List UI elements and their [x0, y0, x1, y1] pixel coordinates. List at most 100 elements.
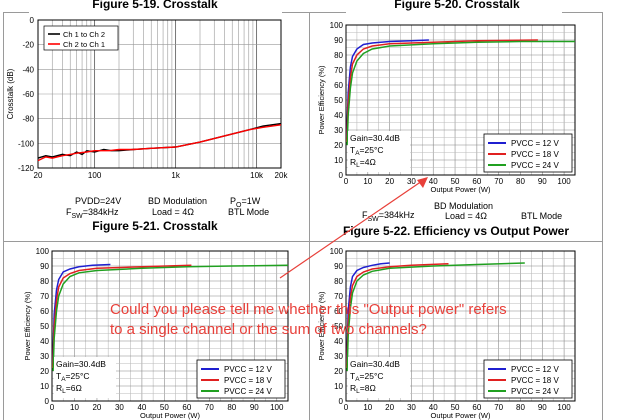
- x-tick-label: 40: [429, 403, 438, 412]
- annotation-line-2: to a single channel or the sum of two ch…: [110, 321, 427, 338]
- conditions-background: [348, 357, 410, 398]
- caption-fsw-symbol: F: [66, 207, 72, 217]
- x-tick-label: 10: [363, 177, 372, 186]
- y-tick-label: 40: [40, 337, 49, 346]
- efficiency-chart-6ohm: 0 10 20 30 40 50 60 70 80 90 100 0 10 20 30 40 50 60 70 80 9…: [23, 247, 289, 420]
- legend-label-3: PVCC = 24 V: [511, 387, 559, 396]
- rl-sub: L: [356, 162, 360, 169]
- x-tick-label: 10: [70, 403, 79, 412]
- x-tick-label: 10: [363, 403, 372, 412]
- caption-fsw: FSW=384kHz: [66, 207, 119, 220]
- legend-label-1: PVCC = 12 V: [511, 365, 559, 374]
- rl-label: RL=8Ω: [350, 383, 376, 395]
- ta-symbol: T: [350, 145, 355, 155]
- ta-sub: A: [61, 376, 66, 383]
- y-tick-label: -40: [22, 65, 34, 74]
- frame-line-top-left: [3, 12, 29, 13]
- legend-label-2: Ch 2 to Ch 1: [63, 40, 105, 49]
- y-tick-label: 30: [334, 352, 343, 361]
- x-tick-label: 30: [115, 403, 124, 412]
- x-tick-label: 70: [494, 403, 503, 412]
- legend: PVCC = 12 V PVCC = 18 V PVCC = 24 V: [196, 359, 286, 399]
- frame-line-center: [3, 241, 603, 242]
- y-tick-label: 50: [334, 322, 343, 331]
- ta-label: TA=25°C: [350, 145, 384, 157]
- ta-sub: A: [355, 376, 360, 383]
- x-tick-label: 40: [137, 403, 146, 412]
- figure-title-tr: Figure 5-20. Crosstalk: [394, 0, 520, 11]
- plot-border: [345, 250, 576, 402]
- y-axis-label: Power Efficiency (%): [317, 291, 326, 361]
- caption-load-tr: Load = 4Ω: [445, 211, 488, 221]
- caption-load: Load = 4Ω: [152, 207, 195, 217]
- y-tick-label: 70: [40, 292, 49, 301]
- plot-area: 0 10 20 30 40 50 60 70 80 90 100 0 10 20 30 40 50 60 70 80 9…: [23, 247, 289, 420]
- caption-fsw-tr-sub: SW: [367, 215, 379, 223]
- y-tick-label: -20: [22, 41, 34, 50]
- y-tick-label: 10: [40, 382, 49, 391]
- efficiency-chart-8ohm: 0 10 20 30 40 50 60 70 80 90 100 0 10 20 30 40 50 60 70 80 9…: [317, 247, 576, 420]
- ta-label: TA=25°C: [350, 371, 384, 383]
- y-tick-label: 60: [40, 307, 49, 316]
- x-tick-label: 70: [205, 403, 214, 412]
- caption-mode: BTL Mode: [228, 207, 270, 217]
- x-tick-label: 70: [494, 177, 503, 186]
- x-tick-label: 80: [516, 177, 525, 186]
- annotation-line-1: Could you please tell me whether this "O…: [110, 301, 507, 318]
- rl-label: RL=4Ω: [350, 157, 376, 169]
- x-tick-label: 10k: [250, 171, 264, 180]
- y-tick-label: 100: [36, 247, 50, 256]
- y-tick-label: 20: [40, 367, 49, 376]
- legend: PVCC = 12 V PVCC = 18 V PVCC = 24 V: [483, 133, 573, 173]
- caption-pvdd: PVDD=24V: [75, 196, 122, 206]
- y-tick-label: 50: [40, 322, 49, 331]
- rl-symbol: R: [56, 383, 62, 393]
- caption-po-sub: O: [236, 201, 242, 209]
- series-line-2: [345, 39, 538, 143]
- series-line-3: [346, 262, 525, 372]
- plot-area: 0 10 20 30 40 50 60 70 80 90 100 0 10 20 30 40 50 60 70 80 9…: [317, 247, 576, 420]
- x-tick-label: 40: [429, 177, 438, 186]
- plot-border: [37, 19, 282, 169]
- series-line-3: [346, 40, 575, 146]
- y-tick-label: 40: [334, 111, 343, 120]
- x-tick-label: 60: [472, 177, 481, 186]
- frame-line-right: [602, 12, 603, 420]
- y-tick-label: 80: [40, 277, 49, 286]
- x-tick-label: 50: [451, 177, 460, 186]
- legend: PVCC = 12 V PVCC = 18 V PVCC = 24 V: [483, 359, 573, 399]
- y-tick-label: -120: [18, 164, 35, 173]
- y-tick-label: -80: [22, 115, 34, 124]
- y-tick-label: 100: [330, 21, 344, 30]
- x-axis-label: Output Power (W): [430, 411, 491, 420]
- conditions-background: [54, 357, 116, 398]
- x-tick-label: 1k: [171, 171, 180, 180]
- x-tick-label: 100: [557, 403, 571, 412]
- x-tick-label: 0: [344, 403, 349, 412]
- legend-label-3: PVCC = 24 V: [511, 161, 559, 170]
- conditions-background: [348, 131, 410, 172]
- x-tick-label: 20k: [275, 171, 289, 180]
- legend: Ch 1 to Ch 2Ch 2 to Ch 1: [43, 25, 119, 51]
- x-tick-label: 100: [557, 177, 571, 186]
- x-tick-label: 90: [538, 177, 547, 186]
- caption-po: PO=1W: [230, 196, 260, 209]
- plot-border: [345, 24, 576, 176]
- caption-fsw-sub: SW: [71, 212, 83, 220]
- caption-mode-tr: BTL Mode: [521, 211, 563, 221]
- frame-line-left: [3, 12, 4, 420]
- legend-label-2: PVCC = 18 V: [224, 376, 272, 385]
- x-axis-label: Frequency (Hz): [132, 181, 187, 182]
- x-axis-label: Output Power (W): [430, 185, 491, 194]
- annotation-text: Could you please tell me whether this "O…: [110, 300, 630, 340]
- x-tick-label: 30: [407, 403, 416, 412]
- frame-line-middle: [309, 12, 310, 420]
- y-tick-label: 0: [45, 397, 50, 406]
- x-tick-label: 90: [250, 403, 259, 412]
- y-tick-label: 90: [334, 262, 343, 271]
- caption-fsw-tr-value: =384kHz: [378, 210, 415, 220]
